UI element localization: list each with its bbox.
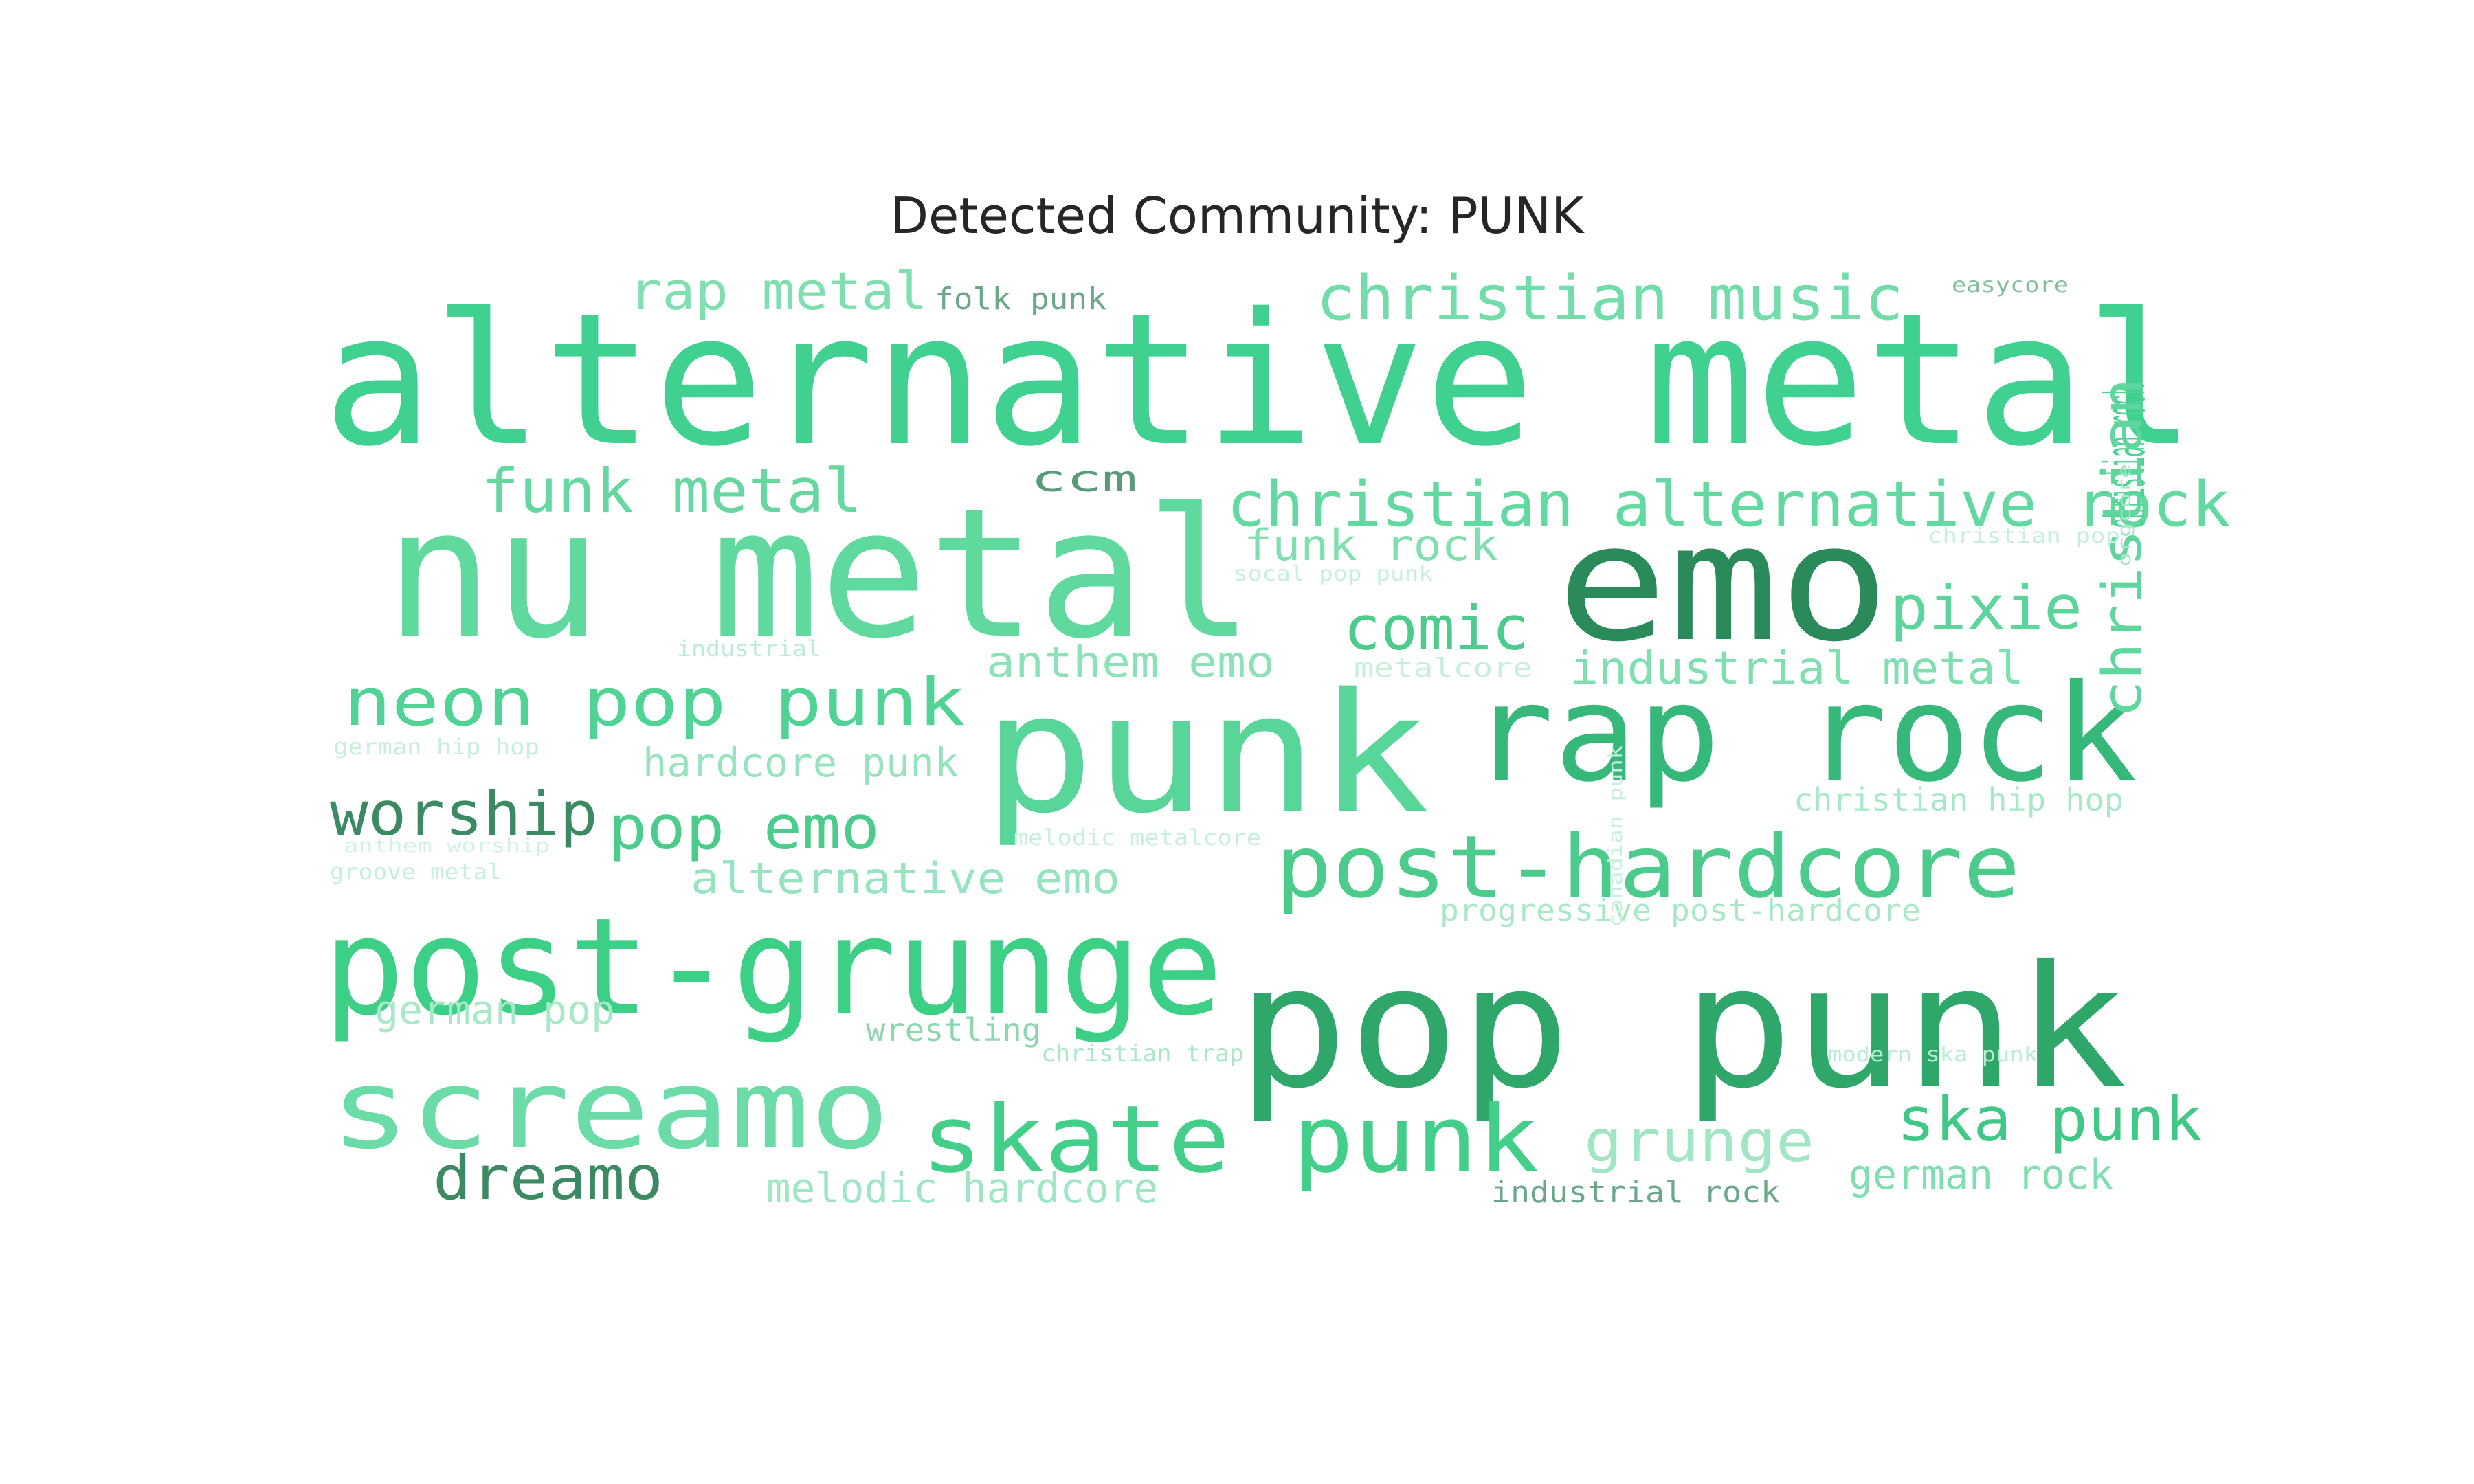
cloud-word: rap metal xyxy=(629,260,928,322)
cloud-word: orgcore xyxy=(2115,464,2135,567)
cloud-word: alternative metal xyxy=(323,275,2196,486)
cloud-word: canadian punk xyxy=(1604,745,1627,928)
cloud-word: easycore xyxy=(1952,273,2069,297)
cloud-word: nu metal xyxy=(385,471,1254,678)
cloud-word: pop punk xyxy=(1237,930,2127,1125)
cloud-word: comic xyxy=(1344,593,1529,664)
chart-title: Detected Community: PUNK xyxy=(890,187,1584,245)
cloud-word: christian xyxy=(2092,378,2154,718)
cloud-word: worship xyxy=(330,778,598,849)
cloud-word: industrial xyxy=(677,636,821,662)
cloud-word: funk rock xyxy=(1244,520,1498,570)
cloud-word: german hip hop xyxy=(333,734,539,760)
cloud-word: ska punk xyxy=(1897,1084,2203,1155)
cloud-word: christian rock xyxy=(2093,385,2157,529)
cloud-word: pop emo xyxy=(608,792,880,863)
cloud-word: alternative emo xyxy=(691,853,1120,903)
cloud-word: post-grunge xyxy=(323,889,1223,1045)
cloud-word: anthem emo xyxy=(986,637,1275,687)
cloud-word: dreamo xyxy=(433,1143,663,1213)
cloud-word: ccm xyxy=(1031,459,1137,500)
cloud-word: grunge xyxy=(1584,1108,1814,1175)
cloud-word: punk xyxy=(983,657,1429,850)
cloud-word: emo xyxy=(1557,490,1890,677)
cloud-word: christian pop xyxy=(1928,524,2120,548)
cloud-word: rap rock xyxy=(1471,655,2137,811)
cloud-word: wrestling xyxy=(866,1011,1041,1048)
cloud-word: progressive post-hardcore xyxy=(1440,893,1921,928)
cloud-word: skate punk xyxy=(921,1086,1539,1193)
cloud-word: folk punk xyxy=(935,282,1106,317)
cloud-word: screamo xyxy=(330,1045,890,1173)
cloud-word: christian alternative rock xyxy=(1227,469,2230,541)
cloud-word: anthem worship xyxy=(344,834,550,857)
cloud-word: industrial metal xyxy=(1570,642,2024,695)
cloud-word: melodic metalcore xyxy=(1014,824,1261,851)
cloud-word: christian hip hop xyxy=(1794,781,2124,818)
cloud-word: melodic hardcore xyxy=(766,1165,1158,1213)
cloud-word: industrial rock xyxy=(1491,1175,1780,1210)
cloud-word: funk metal xyxy=(481,456,862,526)
cloud-word: socal pop punk xyxy=(1234,562,1433,586)
cloud-word: german rock xyxy=(1849,1151,2113,1199)
cloud-word: groove metal xyxy=(330,859,502,885)
cloud-word: pixie xyxy=(1890,572,2082,643)
cloud-word: christian music xyxy=(1316,262,1904,335)
cloud-word: german pop xyxy=(375,987,615,1033)
cloud-word: metalcore xyxy=(1354,653,1533,683)
cloud-word: post-hardcore xyxy=(1275,818,2020,917)
cloud-word: modern ska punk xyxy=(1828,1043,2038,1067)
cloud-word: christian trap xyxy=(1041,1040,1244,1068)
cloud-word: neon pop punk xyxy=(344,665,966,741)
cloud-word: hardcore punk xyxy=(643,739,959,786)
